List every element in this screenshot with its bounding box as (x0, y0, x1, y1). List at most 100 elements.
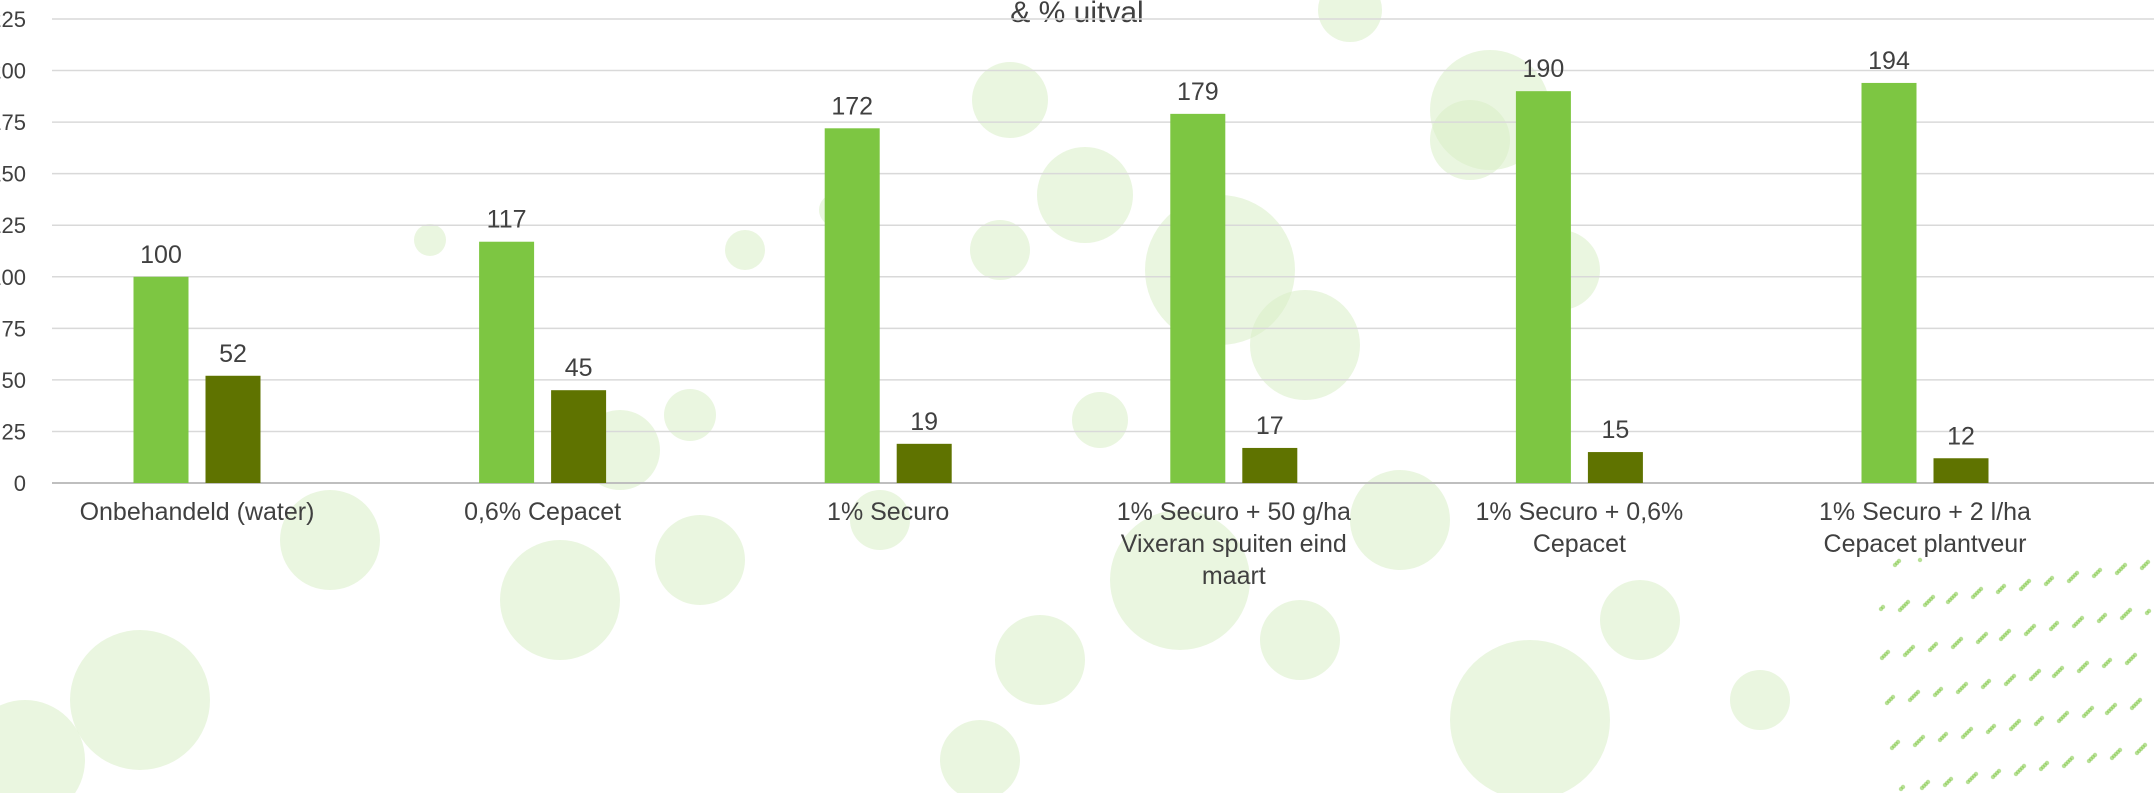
texture-dot (2144, 610, 2150, 616)
texture-dot (2134, 750, 2140, 756)
texture-dot (2066, 578, 2072, 584)
bar (1861, 82, 1917, 483)
data-label: 194 (1868, 47, 1910, 75)
texture-dot (1998, 636, 2004, 642)
bar (1587, 452, 1643, 483)
category-label: 1% Securo + 2 l/ha Cepacet plantveur (1819, 498, 2031, 558)
category-label: 1% Securo + 50 g/ha Vixeran spuiten eind m… (1117, 498, 1351, 590)
bubble (995, 615, 1085, 705)
texture-dot (2061, 763, 2067, 769)
texture-dot (1965, 779, 1971, 785)
bars (133, 82, 1989, 484)
bar (551, 390, 607, 483)
texture-dot (2038, 766, 2044, 772)
texture-dot (2104, 710, 2110, 716)
data-label: 17 (1256, 412, 1284, 440)
category-label-line: 1% Securo + 0,6% (1476, 498, 1684, 526)
bubble (1350, 470, 1450, 570)
texture-dot (2003, 681, 2009, 687)
data-label: 12 (1947, 422, 1975, 450)
bubble (70, 630, 210, 770)
texture-dot (1917, 557, 1923, 563)
y-tick-label: 150 (0, 162, 26, 187)
data-label: 19 (910, 408, 938, 436)
texture-dot (1950, 644, 1956, 650)
data-label: 15 (1601, 416, 1629, 444)
texture-dot (1985, 729, 1991, 735)
bubble (664, 389, 716, 441)
bubble (1260, 600, 1340, 680)
bubble (1072, 392, 1128, 448)
bar (133, 276, 189, 483)
data-label: 190 (1523, 55, 1565, 83)
texture-dot (1879, 655, 1885, 661)
texture-dot (2023, 631, 2029, 637)
texture-dot (1892, 562, 1898, 568)
bubble (1318, 0, 1382, 42)
texture-dot (2119, 615, 2125, 621)
texture-dot (2086, 758, 2092, 764)
texture-dot (1980, 684, 1986, 690)
bar (896, 443, 952, 483)
texture-dot (2051, 673, 2057, 679)
texture-dot (2091, 573, 2097, 579)
texture-dot (1995, 589, 2001, 595)
data-label: 179 (1177, 78, 1219, 106)
texture-dot (1912, 742, 1918, 748)
texture-dot (1878, 606, 1884, 612)
bubble (1037, 147, 1133, 243)
y-tick-label: 100 (0, 265, 26, 290)
data-label: 45 (565, 354, 593, 382)
data-label: 52 (219, 340, 247, 368)
category-label-line: Vixeran spuiten eind (1121, 530, 1347, 558)
data-label: 100 (140, 241, 182, 269)
category-label: 1% Securo (827, 498, 949, 526)
texture-dot (1937, 737, 1943, 743)
bar (205, 375, 261, 483)
texture-dot (2109, 755, 2115, 761)
texture-dot (1927, 647, 1933, 653)
category-label-line: Onbehandeld (water) (80, 498, 315, 526)
texture-dot (1897, 607, 1903, 613)
data-labels: 100 52 117 45 172 19 179 17 190 15 194 12 (140, 47, 1975, 450)
bubble (725, 230, 765, 270)
y-tick-label: 225 (0, 7, 26, 32)
bar (1933, 458, 1989, 483)
bubble (970, 220, 1030, 280)
texture-dot (1922, 602, 1928, 608)
category-label-line: Cepacet plantveur (1824, 530, 2027, 558)
texture-dot (1960, 734, 1966, 740)
y-tick-label: 200 (0, 59, 26, 84)
texture-dot (2013, 771, 2019, 777)
category-label-line: 1% Securo + 50 g/ha (1117, 498, 1351, 526)
texture-dot (2018, 586, 2024, 592)
bubble (0, 700, 85, 793)
texture-dot (1884, 700, 1890, 706)
bubble (1600, 580, 1680, 660)
bubble (850, 490, 910, 550)
y-tick-label: 175 (0, 110, 26, 135)
texture-dot (2096, 618, 2102, 624)
texture-dot (2071, 623, 2077, 629)
texture-dot (1970, 594, 1976, 600)
texture-dot (1990, 774, 1996, 780)
texture-dot (1898, 786, 1904, 792)
y-axis-ticks: 0 25 50 75 100 125 150 175 200 225 (0, 7, 26, 496)
bubble (1250, 290, 1360, 400)
texture-dot (1907, 697, 1913, 703)
bubble (280, 490, 380, 590)
bubble (1450, 640, 1610, 793)
bar (1515, 91, 1571, 483)
texture-dot (2043, 581, 2049, 587)
bubble (940, 720, 1020, 793)
texture-dot (1902, 652, 1908, 658)
bubble (1430, 100, 1510, 180)
category-label: Onbehandeld (water) (80, 498, 315, 526)
category-label: 1% Securo + 0,6% Cepacet (1476, 498, 1684, 558)
y-tick-label: 25 (2, 419, 26, 444)
texture-dot (1932, 692, 1938, 698)
texture-dot (1975, 639, 1981, 645)
bar (479, 241, 535, 483)
texture-dot (2028, 676, 2034, 682)
